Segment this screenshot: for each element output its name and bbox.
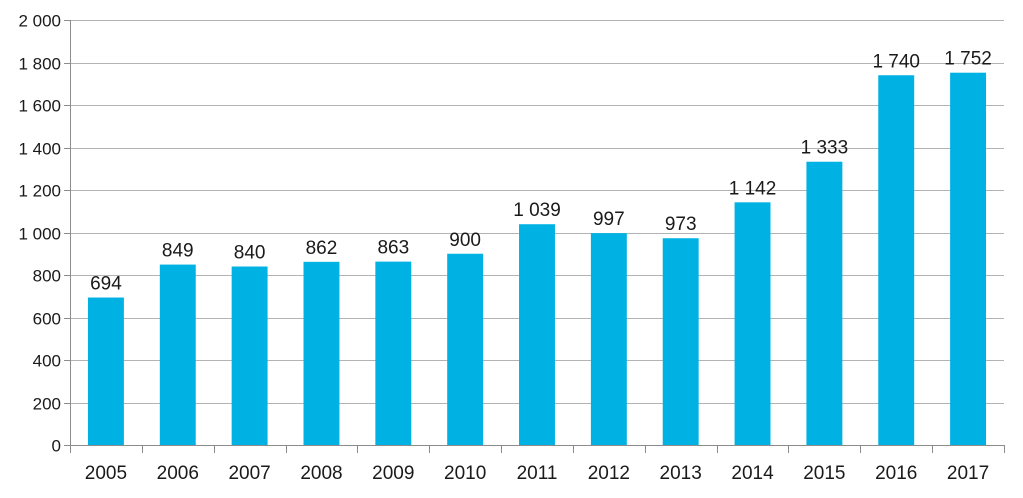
y-tick-label: 400: [33, 352, 61, 371]
bar: [734, 202, 771, 445]
bar: [590, 233, 627, 445]
data-label: 1 333: [801, 138, 849, 159]
bar: [519, 224, 555, 445]
x-tick-label: 2012: [588, 463, 630, 484]
y-tick-label: 1 400: [18, 140, 61, 159]
data-label: 1 752: [944, 49, 992, 70]
y-tick-label: 1 000: [18, 225, 61, 244]
x-tick-label: 2008: [300, 463, 342, 484]
bar: [87, 297, 124, 445]
data-label: 862: [306, 238, 338, 259]
data-label: 973: [665, 214, 697, 235]
x-tick-label: 2009: [372, 463, 414, 484]
y-tick-label: 0: [52, 437, 61, 456]
bar: [806, 161, 843, 446]
data-label: 997: [593, 209, 625, 230]
data-label: 694: [90, 274, 122, 295]
y-tick-label: 200: [33, 395, 61, 414]
y-tick-label: 1 200: [18, 182, 61, 201]
y-tick-label: 2 000: [18, 12, 61, 31]
bar: [878, 75, 915, 445]
x-tick-label: 2005: [85, 463, 127, 484]
x-tick-label: 2013: [660, 463, 702, 484]
x-tick-label: 2006: [157, 463, 199, 484]
data-label: 1 039: [513, 200, 561, 221]
data-label: 1 142: [729, 178, 777, 199]
x-tick-label: 2014: [731, 463, 774, 484]
bar: [950, 72, 987, 445]
bar: [375, 261, 412, 445]
data-label: 849: [162, 241, 194, 262]
bar: [159, 264, 196, 445]
bar: [447, 253, 484, 445]
x-tick-label: 2016: [875, 463, 917, 484]
axes: [64, 20, 1005, 453]
bar: [231, 266, 268, 445]
bar: [662, 238, 699, 445]
y-tick-label: 800: [33, 267, 61, 286]
labels: 0 200 400 600 800 1 000 1 200 1 400 1 600 1 800 2 …: [18, 12, 991, 485]
x-tick-label: 2015: [803, 463, 845, 484]
y-tick-label: 1 600: [18, 97, 61, 116]
y-tick-label: 1 800: [18, 55, 61, 74]
x-tick-label: 2010: [444, 463, 486, 484]
bars: [87, 72, 987, 446]
data-label: 900: [449, 230, 481, 251]
bar: [303, 261, 340, 445]
data-label: 1 740: [872, 51, 920, 72]
data-label: 863: [377, 238, 409, 259]
x-tick-label: 2011: [517, 463, 558, 484]
x-tick-label: 2017: [947, 463, 989, 484]
y-tick-label: 600: [33, 310, 61, 329]
x-tick-label: 2007: [228, 463, 270, 484]
data-label: 840: [234, 243, 266, 264]
